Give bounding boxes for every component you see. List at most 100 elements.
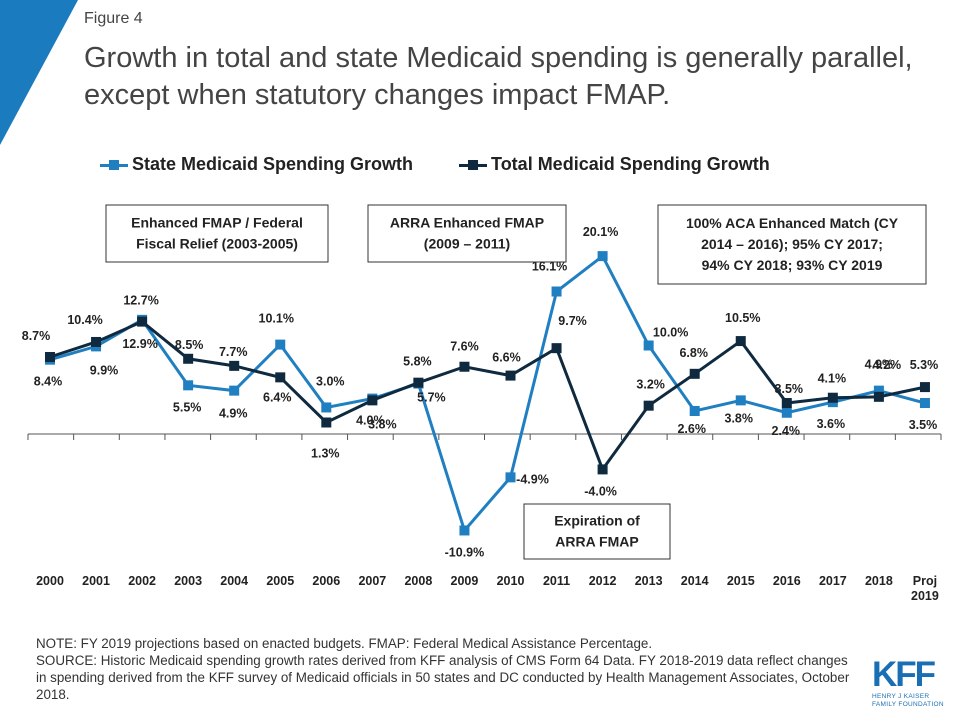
state-series-point [229,385,240,396]
annotation-text: ARRA Enhanced FMAP [390,215,544,231]
total-data-label: 5.8% [403,355,432,369]
state-series-point [551,286,562,297]
logo-line-1: HENRY J KAISER [872,693,930,700]
note-text: NOTE: FY 2019 projections based on enact… [36,636,653,651]
state-data-label: 4.9% [219,407,248,421]
state-data-label: 9.9% [90,363,119,377]
x-tick-label: 2003 [174,574,202,588]
state-data-label: 4.0% [356,414,385,428]
total-data-label: 3.2% [636,378,665,392]
x-tick-label: 2012 [589,574,617,588]
x-tick-label: 2016 [773,574,801,588]
total-data-label: 4.2% [873,358,902,372]
x-tick-label: 2004 [220,574,248,588]
total-series-point [45,352,55,363]
total-series-point [413,377,424,388]
x-tick-label: 2001 [82,574,110,588]
total-data-label: 6.6% [492,351,521,365]
state-data-label: -10.9% [445,545,485,559]
total-data-label: 3.5% [775,382,804,396]
total-series-point [91,336,102,347]
total-series-point [321,417,332,428]
state-data-label: 3.0% [316,374,345,388]
chart-legend: State Medicaid Spending Growth Total Med… [100,154,770,175]
x-tick-label: 2002 [128,574,156,588]
state-series-point [643,340,654,351]
annotation-box [657,204,927,285]
x-tick-label: 2017 [819,574,847,588]
total-data-label: 4.1% [818,372,847,386]
logo-mark: KFF [872,655,936,694]
total-data-label: 6.8% [679,346,708,360]
total-series-point [137,316,148,327]
state-series-point [735,395,746,406]
total-series-point [735,336,746,347]
legend-swatch-state [100,159,128,171]
x-tick-label: 2011 [543,574,570,588]
total-series-point [505,370,516,381]
x-tick-label: Proj 2019 [911,574,939,603]
x-tick-label: 2008 [404,574,432,588]
annotation-text: 100% ACA Enhanced Match (CY [686,215,899,231]
state-series-point [919,398,930,409]
annotation-box [367,204,567,263]
figure-label: Figure 4 [84,10,143,27]
annotation-box [523,503,671,560]
annotation-text: (2009 – 2011) [424,236,510,252]
total-series-point [781,398,792,409]
state-data-label: 2.6% [677,422,706,436]
state-data-label: 3.8% [725,411,754,425]
x-tick-label: 2007 [358,574,386,588]
state-data-label: 12.9% [122,337,157,351]
state-series-point [183,380,194,391]
state-data-label: 16.1% [532,260,567,274]
total-series-point [827,392,838,403]
total-series-point [689,368,700,379]
total-series-line [49,319,926,473]
total-data-label: 9.7% [558,314,587,328]
annotation-text: 2014 – 2016); 95% CY 2017; [701,236,883,252]
state-data-label: 4.9% [865,358,894,372]
total-series-point [367,395,378,406]
state-data-label: 10.0% [653,326,688,340]
total-data-label: 12.7% [123,294,158,308]
x-tick-label: 2013 [635,574,663,588]
logo-line-2: FAMILY FOUNDATION [872,700,944,708]
annotation-text: Fiscal Relief (2003-2005) [136,236,298,252]
total-series-point [183,353,194,364]
legend-label-total: Total Medicaid Spending Growth [491,154,770,174]
state-series-point [873,385,884,396]
total-data-label: 10.4% [67,313,102,327]
total-data-label: 10.5% [725,311,760,325]
state-series-point [689,405,700,416]
x-tick-label: 2006 [312,574,340,588]
footnote: NOTE: FY 2019 projections based on enact… [36,635,856,703]
total-data-label: 6.4% [263,390,292,404]
state-data-label: 2.4% [772,424,801,438]
legend-label-state: State Medicaid Spending Growth [132,154,414,174]
total-data-label: 1.3% [311,446,340,460]
x-tick-label: 2000 [36,574,64,588]
page-title: Growth in total and state Medicaid spend… [84,42,913,111]
state-series-line [49,253,926,534]
annotation-text: Expiration of [554,513,640,529]
state-series-point [321,402,332,413]
x-tick-label: 2005 [266,574,294,588]
x-tick-label: 2014 [681,574,709,588]
total-series-point [597,464,608,475]
total-data-label: 5.3% [910,358,939,372]
x-tick-label: 2015 [727,574,755,588]
state-data-label: 3.5% [909,418,938,432]
state-series-point [781,407,792,418]
total-series-point [643,400,654,411]
source-text: SOURCE: Historic Medicaid spending growt… [36,653,850,702]
total-series-point [229,360,240,371]
total-series-point [459,361,470,372]
state-data-label: 5.5% [173,400,202,414]
state-data-label: 5.7% [417,391,446,405]
state-data-label: -4.9% [516,472,549,486]
state-series-point [597,251,608,262]
state-series-point [275,339,286,350]
total-data-label: 7.7% [219,345,248,359]
x-tick-label: 2018 [865,574,893,588]
